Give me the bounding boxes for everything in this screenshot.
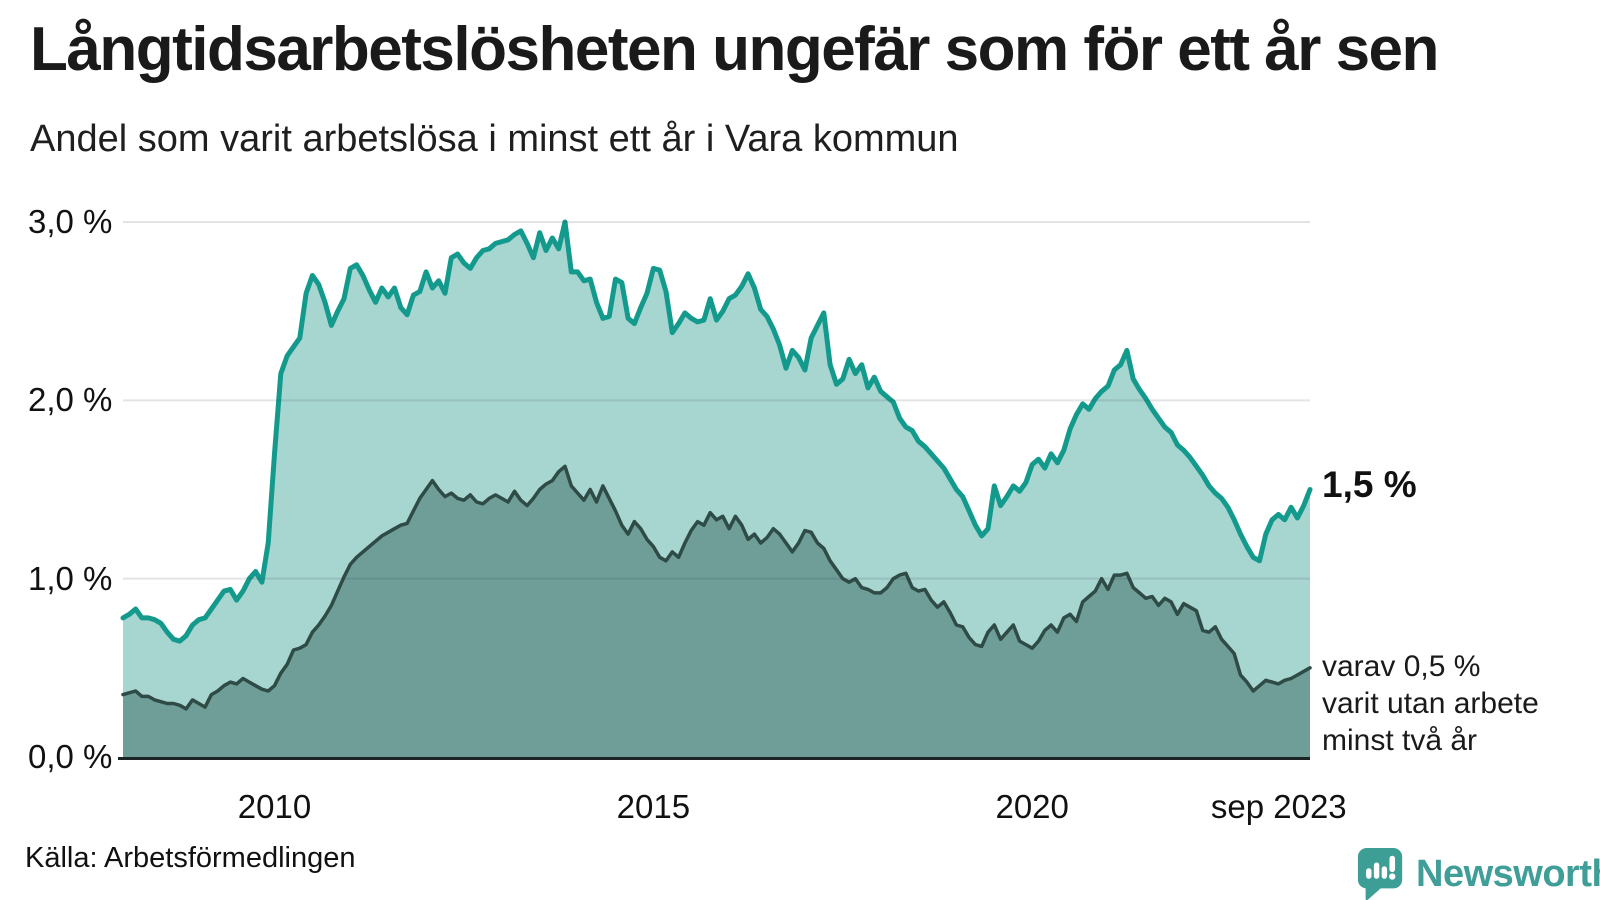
x-axis-tick: 2010 [237,788,312,825]
x-axis-tick: 2020 [995,788,1069,825]
newsworthy-logo-icon [1357,848,1403,900]
page-title: Långtidsarbetslösheten ungefär som för e… [30,15,1439,84]
y-axis-tick: 1,0 % [28,559,113,597]
page-subtitle: Andel som varit arbetslösa i minst ett å… [30,118,959,160]
x-axis-tick: 2015 [616,788,691,825]
y-axis-tick: 3,0 % [28,203,113,240]
y-axis-tick: 0,0 % [28,738,113,775]
newsworthy-brand: Newsworthy [1356,845,1600,900]
two-year-area [123,466,1310,757]
x-axis-tick: sep 2023 [1210,788,1347,825]
y-axis-tick: 2,0 % [28,381,113,419]
total-line [120,219,1313,644]
two-year-note: varav 0,5 % varit utan arbete minst två … [1322,650,1539,757]
newsworthy-wordmark: Newsworthy [1416,852,1600,895]
source-caption: Källa: Arbetsförmedlingen [25,842,356,874]
latest-value-label: 1,5 % [1322,464,1417,505]
two-year-line [121,464,1312,711]
